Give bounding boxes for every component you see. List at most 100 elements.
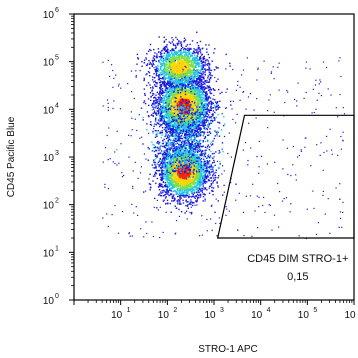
- event-dot: [191, 196, 193, 198]
- event-dot: [176, 185, 178, 187]
- event-dot: [172, 112, 175, 114]
- event-dot: [165, 105, 167, 107]
- event-dot: [208, 81, 210, 84]
- event-dot: [217, 121, 219, 123]
- event-dot: [190, 151, 192, 153]
- event-dot: [190, 151, 192, 154]
- event-dot: [178, 89, 181, 91]
- event-dot: [171, 94, 173, 96]
- event-dot: [171, 111, 173, 114]
- event-dot: [191, 117, 194, 120]
- event-dot: [164, 113, 167, 116]
- event-dot: [199, 182, 202, 184]
- event-dot: [155, 74, 158, 77]
- event-dot: [142, 143, 144, 145]
- event-dot: [205, 100, 207, 102]
- event-dot: [186, 188, 188, 191]
- event-dot: [188, 97, 191, 99]
- event-dot: [169, 101, 171, 103]
- event-dot: [207, 119, 209, 122]
- event-dot: [201, 92, 203, 94]
- event-dot: [187, 124, 189, 126]
- event-dot: [154, 172, 157, 174]
- event-dot: [182, 122, 185, 125]
- event-dot: [176, 99, 178, 101]
- event-dot: [176, 89, 179, 91]
- event-dot: [162, 110, 164, 112]
- event-dot: [171, 75, 173, 77]
- event-dot: [203, 124, 205, 126]
- event-dot: [192, 103, 194, 105]
- event-dot: [193, 111, 195, 113]
- event-dot: [204, 110, 207, 112]
- event-dot: [155, 117, 157, 119]
- event-dot: [167, 92, 169, 94]
- event-dot: [198, 88, 201, 90]
- event-dot: [186, 85, 188, 88]
- event-dot: [205, 92, 207, 95]
- event-dot: [186, 128, 189, 130]
- event-dot: [179, 120, 181, 122]
- event-dot: [210, 205, 213, 207]
- event-dot: [213, 172, 215, 174]
- event-dot: [188, 100, 190, 102]
- event-dot: [200, 190, 202, 192]
- event-dot: [190, 190, 192, 192]
- event-dot: [154, 173, 156, 176]
- event-dot: [159, 118, 161, 120]
- event-dot: [165, 183, 167, 186]
- event-dot: [197, 107, 199, 110]
- event-dot: [162, 101, 164, 103]
- event-dot: [172, 109, 174, 112]
- event-dot: [157, 119, 160, 121]
- event-dot: [165, 87, 167, 90]
- event-dot: [199, 149, 202, 152]
- event-dot: [174, 91, 176, 94]
- event-dot: [199, 121, 201, 123]
- event-dot: [176, 172, 178, 175]
- event-dot: [164, 91, 166, 94]
- event-dot: [203, 137, 206, 140]
- event-dot: [154, 163, 156, 166]
- event-dot: [167, 94, 170, 96]
- event-dot: [169, 179, 171, 181]
- event-dot: [193, 90, 195, 93]
- event-dot: [171, 170, 173, 172]
- event-dot: [198, 97, 201, 99]
- event-dot: [213, 117, 215, 119]
- event-dot: [202, 74, 204, 76]
- event-dot: [195, 178, 197, 181]
- event-dot: [171, 93, 174, 95]
- event-dot: [219, 100, 221, 102]
- event-dot: [209, 91, 211, 93]
- event-dot: [168, 89, 170, 91]
- event-dot: [160, 93, 163, 95]
- event-dot: [170, 147, 172, 149]
- event-dot: [151, 104, 153, 106]
- event-dot: [159, 94, 161, 97]
- event-dot: [229, 100, 232, 103]
- event-dot: [198, 100, 201, 102]
- event-dot: [152, 103, 155, 105]
- event-dot: [179, 194, 181, 196]
- event-dot: [194, 158, 197, 160]
- event-dot: [201, 179, 203, 181]
- event-dot: [196, 151, 199, 154]
- event-dot: [187, 138, 190, 140]
- event-dot: [157, 107, 159, 110]
- event-dot: [177, 99, 179, 102]
- event-dot: [157, 111, 160, 113]
- event-dot: [208, 179, 210, 181]
- event-dot: [172, 82, 174, 84]
- event-dot: [210, 92, 213, 95]
- event-dot: [149, 189, 151, 191]
- event-dot: [158, 170, 160, 172]
- event-dot: [216, 101, 218, 104]
- event-dot: [163, 83, 165, 85]
- event-dot: [179, 191, 181, 193]
- event-dot: [173, 184, 176, 187]
- event-dot: [179, 95, 181, 97]
- event-dot: [169, 189, 172, 192]
- event-dot: [199, 110, 202, 112]
- event-dot: [189, 148, 191, 150]
